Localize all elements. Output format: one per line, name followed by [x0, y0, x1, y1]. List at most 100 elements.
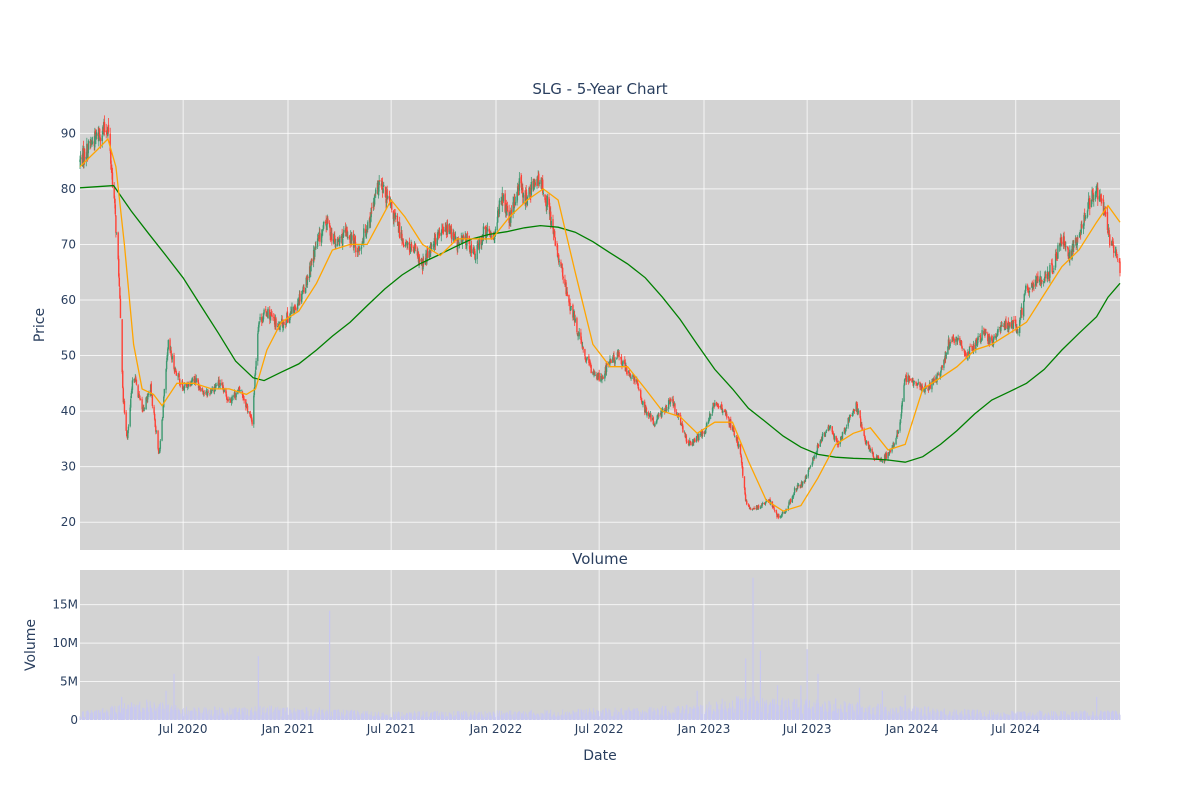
volume-bar: [166, 705, 168, 720]
volume-bar: [977, 713, 979, 720]
volume-bar: [577, 713, 578, 720]
volume-bar: [187, 710, 189, 720]
candle-body: [560, 261, 562, 267]
volume-bar: [883, 711, 885, 720]
volume-bar: [334, 710, 336, 720]
volume-bar: [178, 709, 180, 720]
volume-bar: [445, 717, 447, 720]
volume-bar: [243, 707, 245, 720]
volume-bar: [700, 705, 702, 720]
volume-bar: [684, 709, 686, 720]
volume-bar: [616, 714, 618, 720]
volume-bar: [513, 711, 515, 720]
volume-bar: [785, 699, 787, 720]
candle-body: [417, 252, 420, 263]
volume-bar: [834, 711, 835, 720]
candle-body: [296, 303, 299, 310]
candle-body: [191, 378, 193, 382]
volume-bar: [153, 702, 155, 720]
volume-bar: [439, 713, 441, 720]
volume-bar: [239, 714, 241, 720]
candle-body: [107, 124, 110, 132]
volume-bar: [431, 712, 433, 720]
volume-bar: [293, 710, 295, 720]
candle-body: [285, 323, 287, 325]
candle-body: [792, 494, 795, 498]
volume-bar: [561, 715, 563, 720]
volume-bar: [927, 707, 929, 720]
volume-bar: [1035, 713, 1037, 720]
volume-bar: [1063, 711, 1065, 720]
candle-body: [379, 180, 381, 182]
candle-body: [740, 454, 742, 458]
volume-bar: [689, 707, 691, 720]
candle-body: [859, 410, 861, 418]
candle-body: [207, 391, 209, 393]
volume-bar: [682, 707, 684, 720]
candle-body: [863, 429, 865, 436]
candle-body: [1118, 259, 1121, 263]
volume-bar: [92, 712, 93, 720]
volume-bar: [646, 712, 648, 720]
volume-bar: [668, 715, 670, 720]
volume-bar: [506, 713, 508, 720]
volume-bar: [113, 708, 115, 720]
volume-bar: [398, 712, 400, 720]
volume-bar: [642, 710, 643, 720]
volume-bar: [285, 707, 287, 720]
volume-bar: [231, 714, 233, 720]
volume-bar: [205, 707, 207, 720]
candle-body: [1068, 254, 1070, 256]
volume-bar: [167, 712, 169, 720]
candle-body: [461, 239, 464, 244]
volume-bar: [837, 713, 839, 720]
candle-body: [476, 244, 478, 259]
volume-bar: [465, 711, 467, 720]
volume-bar: [334, 709, 336, 720]
volume-bar: [680, 713, 682, 720]
candle-body: [813, 456, 816, 459]
volume-bar: [1099, 715, 1100, 720]
volume-bar: [550, 709, 552, 720]
candle-body: [1060, 237, 1063, 243]
volume-bar: [677, 705, 679, 720]
candle-body: [1116, 256, 1118, 258]
volume-bar: [1013, 712, 1015, 720]
candle-body: [628, 371, 631, 376]
volume-bar: [698, 709, 700, 720]
volume-bar: [359, 714, 361, 720]
volume-bar: [1067, 714, 1069, 720]
volume-bar: [872, 712, 874, 720]
candle-body: [869, 446, 871, 451]
volume-bar: [662, 715, 664, 720]
candle-body: [1015, 319, 1017, 327]
volume-bar: [155, 708, 157, 720]
volume-bar: [231, 708, 233, 720]
volume-bar: [967, 709, 969, 720]
volume-bar: [624, 710, 626, 720]
candle-body: [170, 350, 172, 356]
candle-body: [909, 378, 911, 381]
candle-body: [103, 122, 106, 132]
volume-bar: [522, 711, 524, 720]
candle-body: [939, 373, 942, 376]
candle-body: [613, 355, 615, 360]
volume-bar: [273, 711, 275, 720]
candle-body: [110, 150, 112, 164]
price-y-tick: 80: [61, 182, 76, 196]
candle-body: [205, 391, 208, 392]
candle-body: [698, 433, 700, 441]
volume-bar: [373, 716, 374, 720]
candle-body: [948, 340, 950, 348]
volume-bar: [514, 717, 516, 720]
volume-bar: [734, 708, 736, 720]
candle-body: [469, 249, 472, 254]
candle-body: [1003, 326, 1005, 327]
candle-body: [1071, 245, 1073, 260]
candle-body: [1007, 321, 1010, 329]
volume-bar: [677, 706, 679, 720]
volume-bar: [477, 714, 479, 720]
volume-bar: [592, 713, 594, 720]
volume-bar: [406, 712, 407, 720]
volume-bar: [803, 704, 805, 720]
